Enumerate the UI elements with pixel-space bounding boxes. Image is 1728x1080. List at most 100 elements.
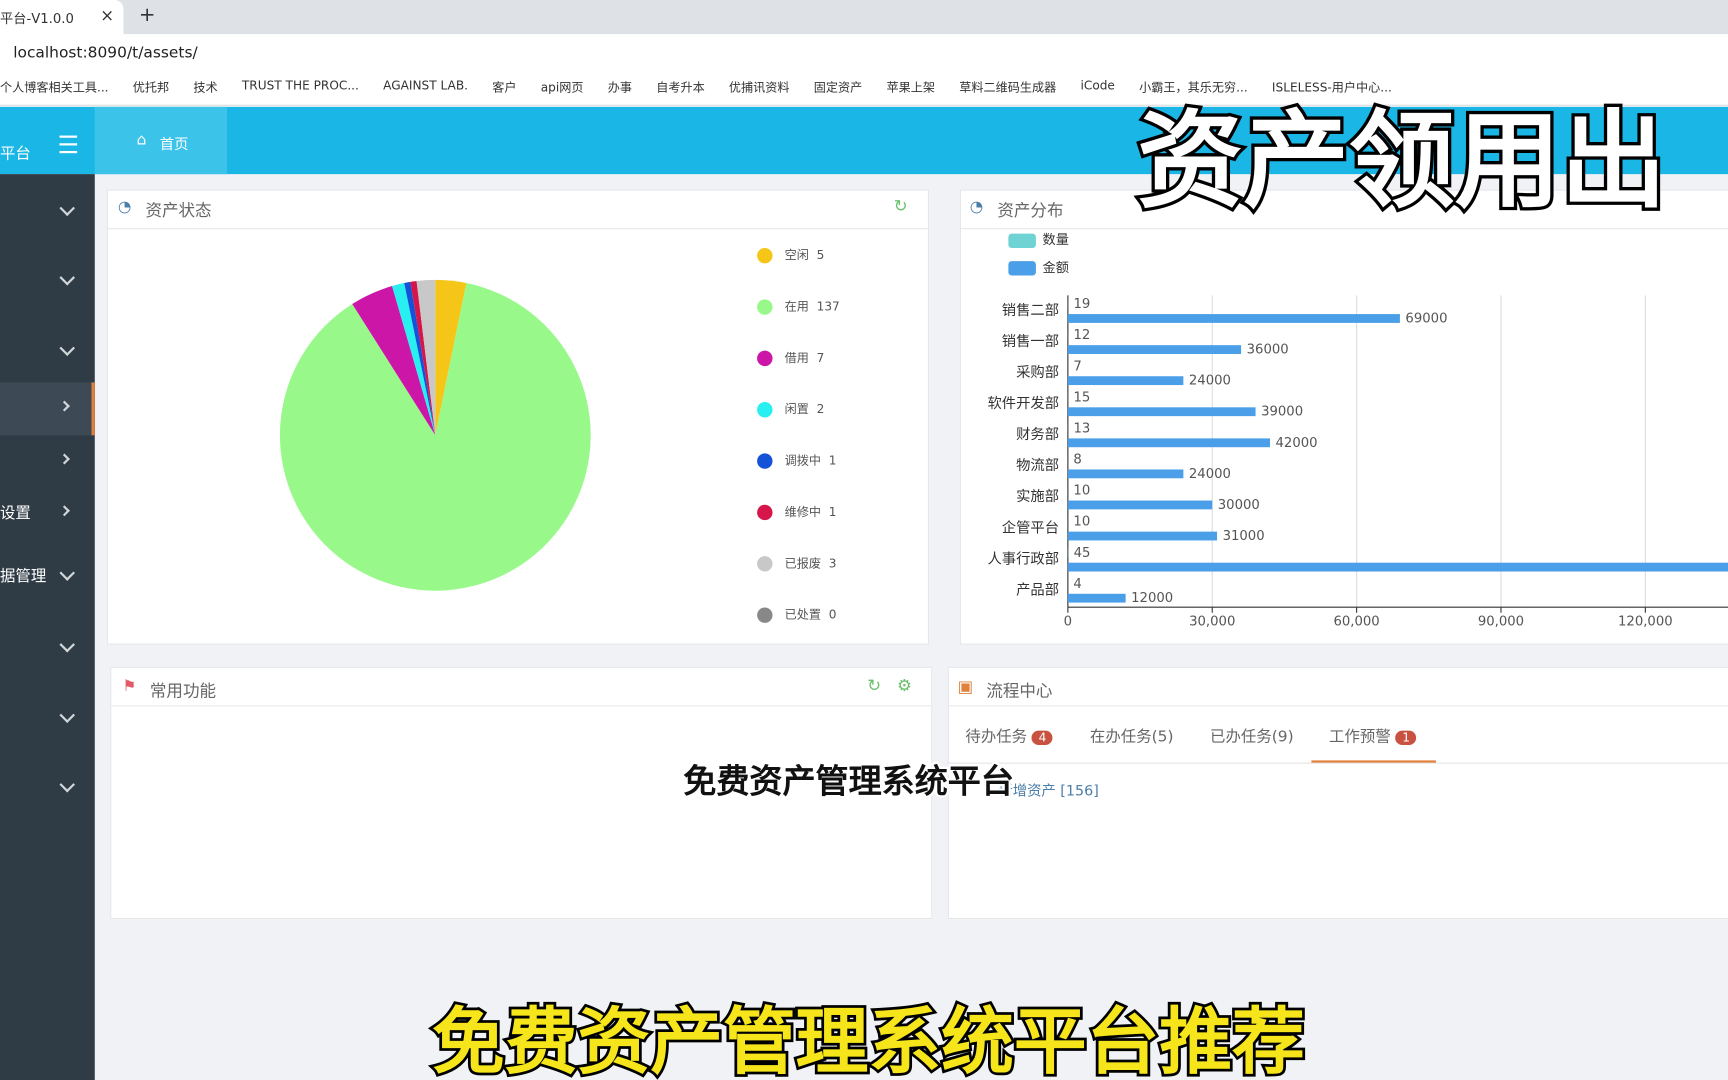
bookmark[interactable]: TRUST THE PROC...: [241, 78, 359, 93]
legend-value: 137: [817, 300, 840, 314]
x-tick-label: 30,000: [1189, 615, 1235, 630]
legend-swatch: [757, 402, 773, 418]
x-tick-label: 0: [1064, 615, 1072, 630]
settings[interactable]: ⚙: [897, 675, 912, 696]
badge: 4: [1032, 730, 1053, 745]
value-label: 19: [1073, 297, 1090, 312]
refresh[interactable]: ↻: [893, 196, 908, 216]
pie-slice: [410, 281, 436, 436]
bookmark[interactable]: 草料二维码生成器: [959, 80, 1057, 95]
bar: [1067, 500, 1213, 510]
value-label: 24000: [1189, 374, 1231, 389]
y-tick-label: 销售一部: [1002, 333, 1059, 350]
icon: ◔: [969, 198, 984, 216]
bar: [1067, 407, 1256, 417]
value-label: 10: [1073, 484, 1090, 499]
y-tick-label: 产品部: [1016, 581, 1059, 598]
legend-label: 数量: [1043, 232, 1069, 248]
tab-close[interactable]: ×: [100, 5, 115, 26]
bar: [1067, 469, 1184, 479]
bookmark[interactable]: 自考升本: [656, 80, 705, 95]
bar: [1067, 562, 1728, 572]
process-tab[interactable]: 待办任务 4: [965, 725, 1053, 747]
legend-swatch: [1008, 261, 1036, 276]
legend-label: 在用: [785, 300, 809, 314]
legend-swatch: [757, 350, 773, 367]
legend-label: 已处置: [785, 608, 821, 622]
bookmark[interactable]: 优托邦: [132, 80, 170, 95]
sidebar: [0, 174, 95, 1080]
value-label: 31000: [1223, 529, 1265, 544]
menu-toggle[interactable]: [59, 135, 78, 154]
brand: 平台: [0, 145, 31, 164]
bookmark[interactable]: 客户: [492, 80, 517, 95]
bookmark[interactable]: 固定资产: [813, 80, 863, 95]
pie-slice: [435, 279, 467, 436]
legend-swatch: [757, 299, 773, 315]
refresh[interactable]: ↻: [867, 675, 882, 696]
bookmark[interactable]: 办事: [607, 80, 632, 95]
bar: [1067, 438, 1270, 448]
legend-value: 5: [817, 248, 825, 262]
bookmark[interactable]: AGAINST LAB.: [383, 78, 468, 93]
y-tick-label: 软件开发部: [987, 395, 1059, 412]
y-tick-label: 财务部: [1016, 426, 1059, 443]
common-panel: [110, 666, 933, 920]
legend-label: 金额: [1043, 260, 1069, 276]
y-tick-label: 实施部: [1016, 488, 1059, 505]
y-tick-label: 企管平台: [1002, 519, 1059, 536]
process-tab[interactable]: 在办任务(5): [1089, 728, 1174, 747]
badge: 1: [1395, 730, 1417, 745]
legend-value: 2: [817, 402, 825, 416]
bookmark[interactable]: 小霸王，其乐无穷...: [1139, 80, 1248, 95]
bar: [1067, 376, 1184, 386]
home-tab[interactable]: [94, 106, 228, 175]
panel-title: 资产分布: [997, 200, 1064, 221]
process-tab[interactable]: 工作预警 1: [1329, 725, 1417, 747]
pie-slice: [279, 283, 591, 591]
new-tab[interactable]: +: [138, 3, 156, 27]
home-icon: ⌂: [136, 131, 147, 149]
sidebar-item[interactable]: 设置: [0, 504, 31, 523]
legend-value: 0: [829, 608, 837, 622]
active-tab-underline: [1311, 760, 1436, 763]
bar: [1067, 314, 1400, 323]
legend-value: 3: [829, 556, 837, 570]
panel-header: [948, 668, 1728, 707]
pie-slice: [392, 283, 436, 436]
bookmark[interactable]: 个人博客相关工具...: [0, 80, 109, 95]
sidebar-item[interactable]: 据管理: [0, 567, 47, 586]
pie-slice: [416, 279, 436, 436]
x-tick-label: 120,000: [1618, 615, 1673, 630]
process-tab[interactable]: 已办任务(9): [1210, 728, 1294, 747]
pie-slice: [352, 286, 436, 436]
legend-label: 空闲: [785, 248, 809, 262]
process-panel: [947, 666, 1728, 920]
y-tick-label: 物流部: [1016, 457, 1059, 474]
bookmark[interactable]: 优捕讯资料: [728, 80, 790, 95]
legend-swatch: [757, 504, 773, 521]
bookmark[interactable]: api网页: [540, 80, 584, 95]
value-label: 45: [1074, 546, 1091, 561]
legend-label: 维修中: [785, 504, 821, 519]
tab-title: 平台-V1.0.0: [0, 11, 74, 27]
bookmark[interactable]: 苹果上架: [886, 80, 936, 95]
bookmark[interactable]: 技术: [193, 80, 218, 95]
tab[interactable]: [0, 0, 124, 35]
sidebar-active[interactable]: [0, 382, 95, 436]
legend-swatch: [757, 247, 773, 264]
home-label[interactable]: 首页: [159, 136, 189, 154]
bookmark[interactable]: iCode: [1080, 78, 1115, 93]
legend-label: 闲置: [785, 402, 809, 416]
url[interactable]: localhost:8090/t/assets/: [13, 44, 198, 62]
bookmark[interactable]: ISLELESS-用户中心...: [1271, 80, 1392, 95]
legend-label: 调拨中: [785, 453, 821, 468]
caption-bottom: 免费资产管理系统平台推荐: [429, 997, 1307, 1080]
tab-label: 待办任务: [965, 728, 1028, 747]
legend-swatch: [1008, 233, 1036, 248]
legend-swatch: [757, 453, 773, 469]
panel-title: 流程中心: [986, 681, 1053, 701]
task-link[interactable]: 新增资产 [156]: [998, 783, 1099, 801]
